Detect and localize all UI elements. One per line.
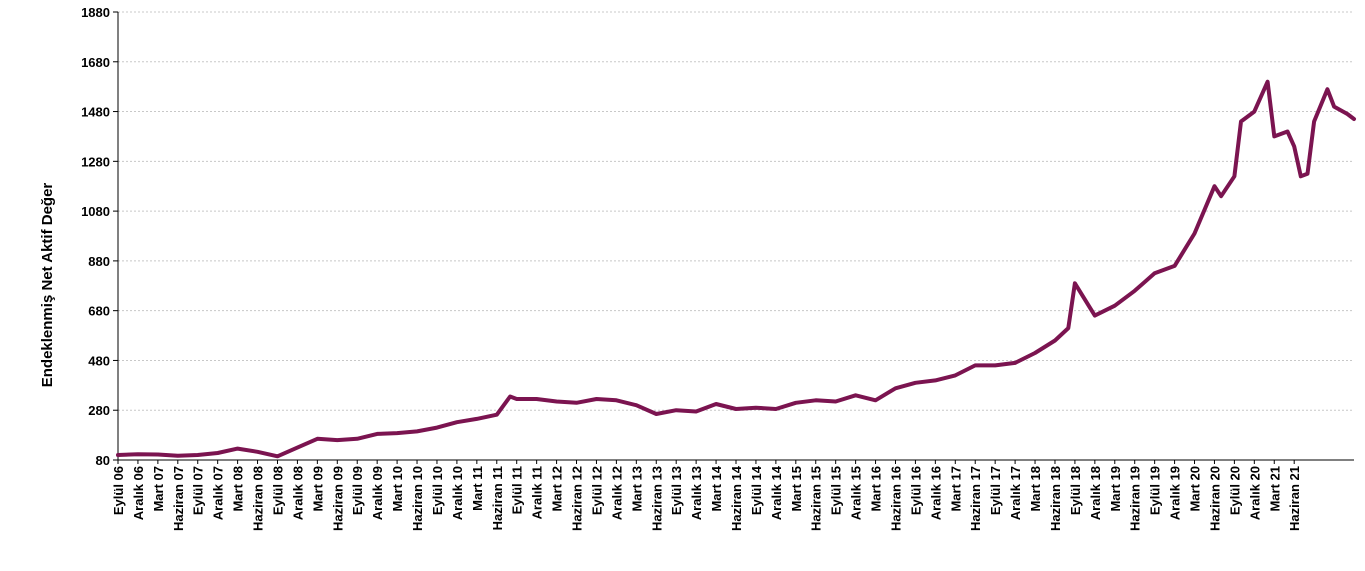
x-tick-label: Haziran 15 <box>809 466 824 531</box>
x-tick-label: Eylül 13 <box>669 466 684 515</box>
y-tick-label: 1280 <box>81 154 110 169</box>
x-tick-label: Eylül 07 <box>191 466 206 515</box>
x-tick-label: Mart 10 <box>390 466 405 512</box>
x-tick-label: Eylül 20 <box>1227 466 1242 515</box>
x-tick-label: Eylül 18 <box>1068 466 1083 515</box>
x-tick-label: Mart 17 <box>948 466 963 512</box>
y-tick-label: 480 <box>88 353 110 368</box>
y-tick-label: 80 <box>96 453 110 468</box>
y-axis-label: Endeklenmiş Net Aktif Değer <box>39 183 56 388</box>
x-tick-label: Eylül 19 <box>1148 466 1163 515</box>
y-tick-label: 280 <box>88 403 110 418</box>
x-tick-label: Aralık 19 <box>1168 466 1183 520</box>
x-tick-label: Aralık 13 <box>689 466 704 520</box>
x-tick-label: Haziran 16 <box>888 466 903 531</box>
x-tick-label: Aralık 08 <box>290 466 305 520</box>
x-tick-label: Haziran 21 <box>1287 466 1302 531</box>
x-tick-label: Haziran 18 <box>1048 466 1063 531</box>
x-tick-label: Aralık 07 <box>211 466 226 520</box>
x-tick-label: Haziran 10 <box>410 466 425 531</box>
y-tick-label: 1880 <box>81 5 110 20</box>
x-tick-label: Mart 08 <box>231 466 246 512</box>
x-tick-label: Mart 09 <box>310 466 325 512</box>
x-tick-label: Aralık 10 <box>450 466 465 520</box>
axes <box>117 12 1354 461</box>
y-tick-label: 1680 <box>81 55 110 70</box>
x-tick-label: Eylül 12 <box>589 466 604 515</box>
x-tick-label: Aralık 20 <box>1247 466 1262 520</box>
x-tick-label: Eylül 09 <box>350 466 365 515</box>
x-tick-label: Aralık 11 <box>530 466 545 520</box>
x-tick-label: Aralık 09 <box>370 466 385 520</box>
x-tick-label: Aralık 18 <box>1088 466 1103 520</box>
y-tick-label: 1480 <box>81 105 110 120</box>
x-tick-label: Eylül 14 <box>749 465 764 515</box>
x-tick-label: Mart 20 <box>1188 466 1203 512</box>
x-tick-label: Haziran 09 <box>330 466 345 531</box>
y-tick-label: 880 <box>88 254 110 269</box>
x-tick-label: Mart 12 <box>550 466 565 512</box>
x-tick-label: Mart 13 <box>629 466 644 512</box>
x-tick-label: Mart 19 <box>1108 466 1123 512</box>
x-tick-label: Aralık 14 <box>769 465 784 520</box>
x-tick-label: Eylül 17 <box>988 466 1003 515</box>
x-tick-label: Eylül 15 <box>829 466 844 515</box>
x-tick-label: Aralık 17 <box>1008 466 1023 520</box>
y-tick-label: 680 <box>88 304 110 319</box>
x-tick-label: Aralık 06 <box>131 466 146 520</box>
x-tick-label: Haziran 20 <box>1207 466 1222 531</box>
x-tick-label: Eylül 16 <box>908 466 923 515</box>
x-tick-label: Haziran 14 <box>729 465 744 531</box>
x-tick-label: Aralık 15 <box>849 466 864 520</box>
x-tick-label: Mart 15 <box>789 466 804 512</box>
y-axis-ticks: 80 280 480 680 880 1080 1280 1480 1680 1880 <box>81 5 118 468</box>
x-tick-label: Aralık 12 <box>609 466 624 520</box>
x-tick-label: Mart 11 <box>470 466 485 511</box>
x-tick-label: Haziran 12 <box>570 466 585 531</box>
y-tick-label: 1080 <box>81 204 110 219</box>
x-tick-label: Eylül 08 <box>270 466 285 515</box>
x-tick-label: Eylül 11 <box>510 466 525 514</box>
x-tick-label: Haziran 13 <box>649 466 664 531</box>
x-tick-label: Mart 16 <box>869 466 884 512</box>
x-tick-label: Haziran 08 <box>251 466 266 531</box>
x-tick-label: Eylül 10 <box>430 466 445 515</box>
x-tick-label: Mart 14 <box>709 465 724 511</box>
x-tick-label: Mart 21 <box>1267 466 1282 512</box>
x-tick-label: Mart 18 <box>1028 466 1043 512</box>
x-tick-label: Mart 07 <box>151 466 166 512</box>
x-tick-label: Haziran 17 <box>968 466 983 531</box>
series-line <box>116 79 1356 459</box>
grid-lines <box>118 11 1354 411</box>
x-tick-label: Aralık 16 <box>928 466 943 520</box>
x-tick-label: Haziran 19 <box>1128 466 1143 531</box>
x-axis-ticks: Eylül 06 Aralık 06 Mart 07 Haziran 07 Eylül … <box>111 460 1302 531</box>
x-tick-label: Haziran 11 <box>490 466 505 530</box>
x-tick-label: Haziran 07 <box>171 466 186 531</box>
x-tick-label: Eylül 06 <box>111 466 126 515</box>
